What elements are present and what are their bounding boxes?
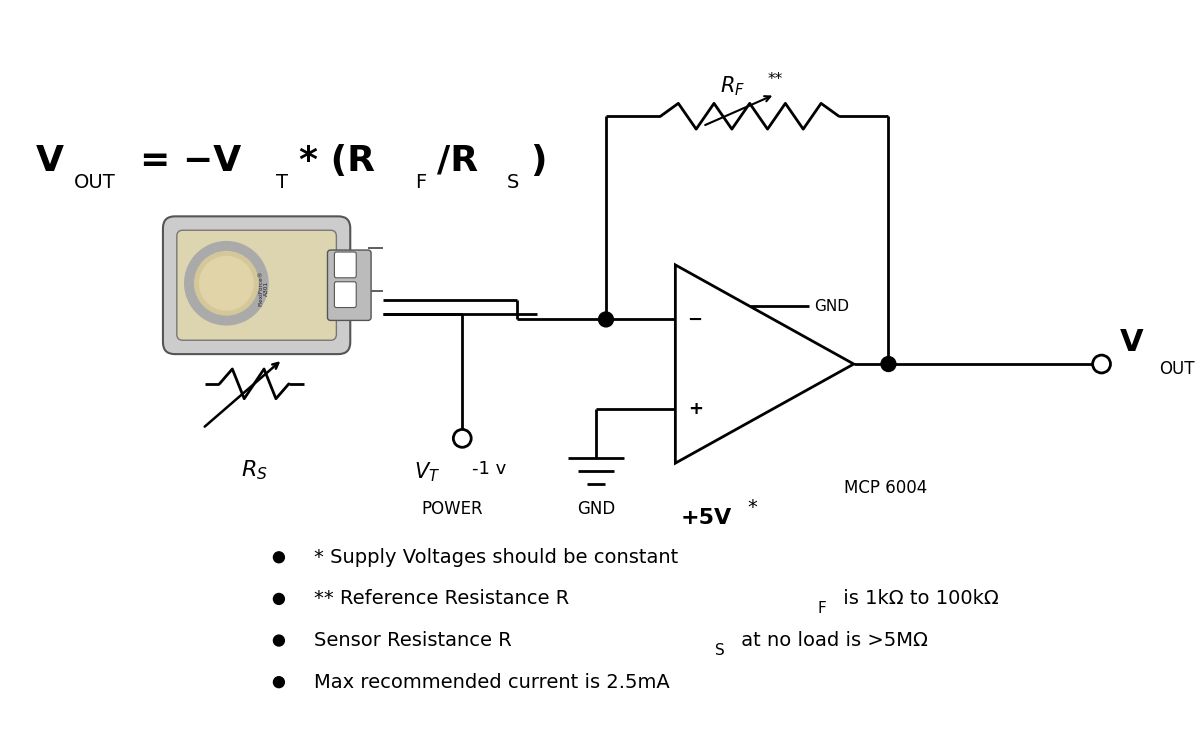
- FancyBboxPatch shape: [335, 282, 356, 308]
- Text: OUT: OUT: [73, 173, 115, 192]
- Text: ): ): [529, 144, 546, 178]
- FancyBboxPatch shape: [335, 252, 356, 277]
- Text: $V_T$: $V_T$: [414, 460, 440, 484]
- Text: GND: GND: [577, 500, 616, 517]
- Text: F: F: [415, 173, 426, 192]
- Text: GND: GND: [814, 299, 850, 313]
- Text: *: *: [748, 498, 757, 517]
- Circle shape: [274, 594, 284, 604]
- Text: Sensor Resistance R: Sensor Resistance R: [313, 631, 511, 650]
- Text: **: **: [767, 71, 782, 87]
- Text: FlexiForce®
A301: FlexiForce® A301: [259, 270, 270, 306]
- FancyBboxPatch shape: [163, 217, 350, 354]
- Circle shape: [1093, 355, 1110, 373]
- Text: OUT: OUT: [1159, 360, 1194, 378]
- Text: F: F: [817, 601, 826, 617]
- Circle shape: [881, 357, 896, 371]
- Text: −: −: [688, 310, 703, 328]
- Text: Max recommended current is 2.5mA: Max recommended current is 2.5mA: [313, 672, 670, 691]
- Text: = −V: = −V: [140, 144, 241, 178]
- Text: * (R: * (R: [299, 144, 374, 178]
- Text: T: T: [276, 173, 288, 192]
- Text: V: V: [36, 144, 64, 178]
- Circle shape: [599, 312, 613, 327]
- Text: S: S: [506, 173, 520, 192]
- Circle shape: [454, 429, 472, 447]
- Circle shape: [274, 635, 284, 646]
- Text: -1 v: -1 v: [472, 460, 506, 478]
- Text: $R_S$: $R_S$: [241, 458, 268, 482]
- Text: POWER: POWER: [421, 500, 484, 517]
- Circle shape: [199, 256, 253, 310]
- Text: $R_F$: $R_F$: [720, 75, 745, 98]
- FancyBboxPatch shape: [176, 230, 336, 341]
- Text: V: V: [1120, 327, 1144, 357]
- Text: +: +: [688, 399, 703, 418]
- Circle shape: [274, 552, 284, 563]
- Text: MCP 6004: MCP 6004: [844, 479, 928, 497]
- Text: at no load is >5MΩ: at no load is >5MΩ: [734, 631, 928, 650]
- Text: * Supply Voltages should be constant: * Supply Voltages should be constant: [313, 548, 678, 567]
- Circle shape: [185, 241, 268, 325]
- Circle shape: [194, 252, 258, 315]
- Circle shape: [274, 677, 284, 688]
- Text: /R: /R: [438, 144, 479, 178]
- Text: +5V: +5V: [680, 508, 732, 528]
- Text: S: S: [715, 643, 725, 658]
- Text: is 1kΩ to 100kΩ: is 1kΩ to 100kΩ: [836, 589, 998, 608]
- Text: ** Reference Resistance R: ** Reference Resistance R: [313, 589, 569, 608]
- FancyBboxPatch shape: [328, 250, 371, 321]
